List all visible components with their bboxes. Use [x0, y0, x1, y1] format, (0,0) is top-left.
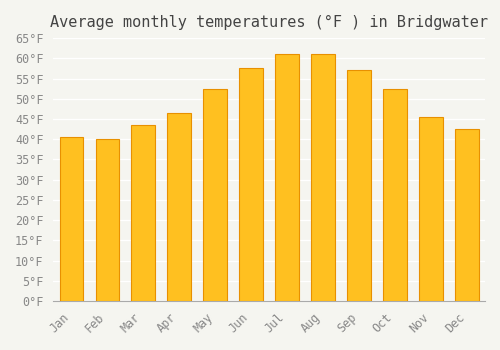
Bar — [420, 117, 442, 301]
Bar — [132, 125, 155, 301]
Bar — [384, 89, 406, 301]
Title: Average monthly temperatures (°F ) in Bridgwater: Average monthly temperatures (°F ) in Br… — [50, 15, 488, 30]
Bar — [348, 70, 371, 301]
Bar — [168, 113, 191, 301]
Bar — [60, 137, 83, 301]
Bar — [456, 129, 478, 301]
Bar — [204, 89, 227, 301]
Bar — [276, 54, 299, 301]
Bar — [312, 54, 335, 301]
Bar — [240, 69, 263, 301]
Bar — [96, 139, 119, 301]
